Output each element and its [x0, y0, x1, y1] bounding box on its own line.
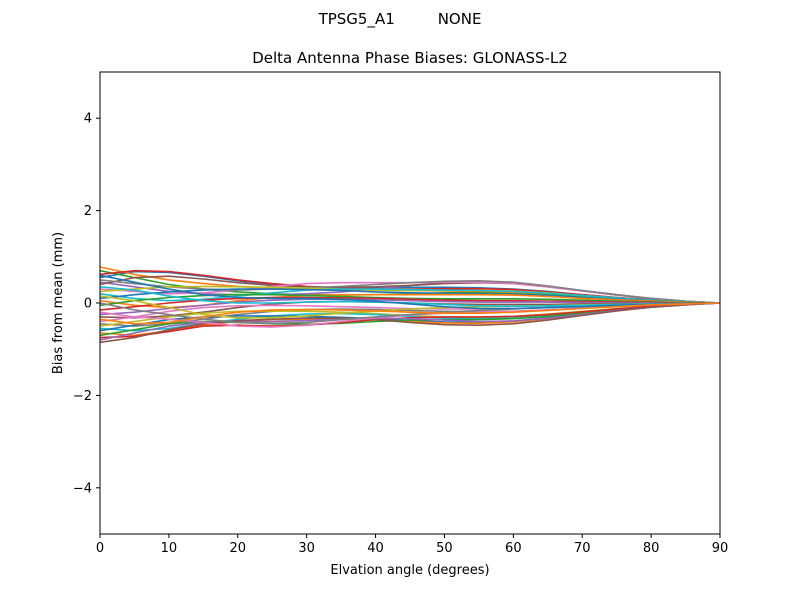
series-line-24: [99, 302, 721, 339]
series-line-30: [99, 286, 721, 308]
x-tick-label: 60: [505, 541, 522, 556]
series-line-10: [99, 288, 721, 304]
x-tick-label: 20: [230, 541, 247, 556]
y-tick-label: 2: [84, 204, 92, 219]
y-axis-label: Bias from mean (mm): [51, 232, 66, 374]
figure-suptitle: TPSG5_A1 NONE: [318, 10, 482, 29]
series-lines: [99, 266, 721, 344]
x-axis-label: Elvation angle (degrees): [330, 563, 489, 578]
y-axis: −4 −2 0 2 4: [73, 112, 100, 496]
x-tick-label: 70: [574, 541, 591, 556]
plot-area: [99, 71, 721, 535]
x-tick-label: 40: [367, 541, 384, 556]
x-axis: 0 10 20 30 40 50 60 70 80 90: [96, 534, 728, 556]
y-tick-label: −2: [73, 389, 92, 404]
y-tick-label: 0: [84, 297, 92, 312]
x-tick-label: 10: [161, 541, 178, 556]
series-line-8: [99, 279, 721, 304]
chart-title: Delta Antenna Phase Biases: GLONASS-L2: [252, 49, 568, 67]
x-tick-label: 0: [96, 541, 104, 556]
series-line-31: [99, 274, 721, 310]
x-tick-label: 50: [436, 541, 453, 556]
series-line-13: [99, 293, 721, 307]
y-tick-label: 4: [84, 112, 92, 127]
series-line-26: [99, 302, 721, 344]
x-tick-label: 30: [298, 541, 315, 556]
x-tick-label: 80: [643, 541, 660, 556]
series-line-15: [99, 298, 720, 316]
y-tick-label: −4: [73, 481, 92, 496]
series-line-32: [99, 302, 721, 325]
x-tick-label: 90: [712, 541, 729, 556]
